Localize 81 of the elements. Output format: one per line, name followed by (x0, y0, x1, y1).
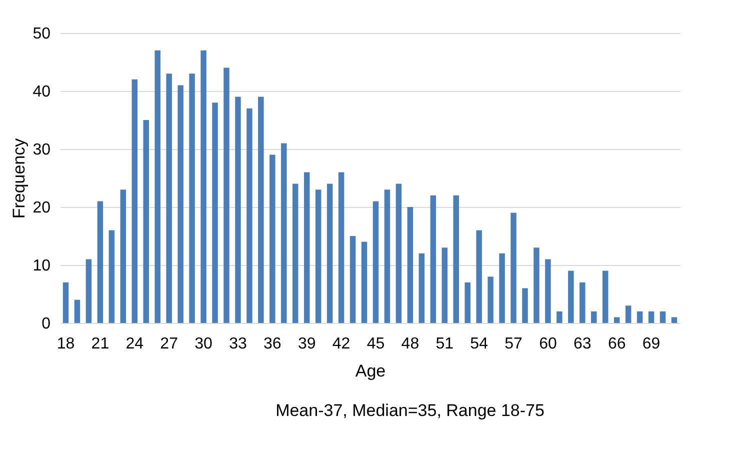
x-tick-label: 63 (574, 336, 592, 352)
y-tick-label: 40 (32, 84, 51, 100)
bar (372, 201, 379, 323)
x-tick-label: 54 (470, 336, 488, 352)
bar (510, 212, 516, 323)
bar (384, 190, 390, 323)
bar (648, 311, 654, 323)
x-tick-label: 36 (264, 336, 282, 352)
bar (453, 195, 459, 323)
bar (338, 172, 344, 323)
x-tick-label: 57 (504, 336, 523, 352)
x-tick-label: 42 (332, 336, 350, 352)
bar (534, 248, 540, 323)
bar (166, 74, 172, 323)
bar (304, 172, 310, 323)
bar (488, 276, 494, 323)
x-tick-label: 48 (401, 336, 420, 352)
bar (224, 68, 230, 323)
x-tick-label: 39 (298, 336, 316, 352)
bar (430, 195, 436, 323)
x-tick-label: 60 (539, 336, 557, 352)
bar (568, 270, 574, 323)
bar (62, 282, 69, 323)
bar (545, 259, 551, 323)
bar (625, 306, 632, 323)
bar (258, 96, 264, 323)
x-tick-label: 18 (56, 336, 75, 352)
x-tick-label: 24 (126, 336, 144, 352)
y-tick-label: 50 (32, 26, 51, 42)
bar (189, 74, 195, 323)
bar (315, 190, 322, 323)
bar (326, 184, 333, 323)
bar (200, 50, 206, 323)
x-tick-label: 27 (160, 336, 178, 352)
x-tick-label: 21 (91, 336, 110, 352)
bar (464, 282, 470, 323)
bar (671, 317, 678, 323)
y-tick-label: 30 (32, 142, 51, 158)
bar (407, 207, 414, 323)
y-tick-label: 20 (32, 200, 51, 216)
bar (235, 96, 241, 323)
bar (442, 248, 448, 323)
bar (499, 253, 505, 323)
bar (602, 270, 608, 323)
bar (292, 184, 298, 323)
bar (660, 311, 666, 323)
bar (350, 236, 356, 323)
bar (281, 143, 287, 323)
x-tick-label: 66 (608, 336, 626, 352)
bar (178, 85, 184, 323)
bar (154, 50, 160, 323)
bar (591, 311, 597, 323)
bar (212, 102, 218, 323)
bar (476, 230, 482, 323)
bar (270, 154, 276, 323)
y-axis-title: Frequency (10, 138, 29, 219)
bar (418, 253, 425, 323)
x-tick-label: 30 (194, 336, 213, 352)
bar (246, 108, 252, 323)
bar (556, 311, 562, 323)
bar (74, 300, 80, 323)
x-tick-label: 69 (642, 336, 660, 352)
x-axis-title: Age (355, 362, 386, 380)
bar (97, 201, 104, 323)
text: Mean-37, Median=35, Range 18-75 (276, 401, 544, 420)
bar (132, 79, 138, 323)
y-tick-label: 10 (32, 258, 51, 274)
x-tick-label: 45 (366, 336, 385, 352)
y-tick-label: 0 (42, 316, 51, 332)
bar (396, 184, 402, 323)
x-tick-label: 33 (229, 336, 247, 352)
bar (120, 190, 126, 323)
bar (108, 230, 115, 323)
bar (143, 120, 149, 323)
bar (580, 282, 586, 323)
bar (86, 259, 92, 323)
bar (614, 317, 620, 323)
bar (361, 242, 368, 323)
x-tick-label: 51 (436, 336, 454, 352)
bar (636, 311, 643, 323)
bar (522, 288, 528, 323)
